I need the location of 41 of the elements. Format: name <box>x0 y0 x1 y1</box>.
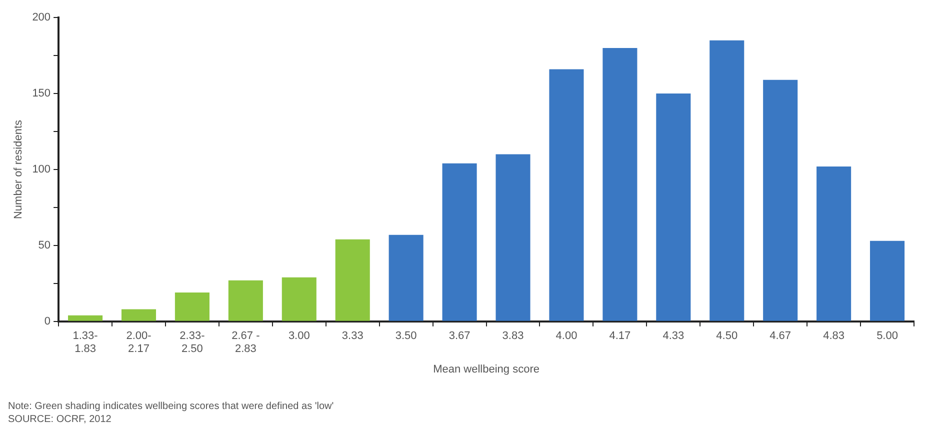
x-tick-label: 4.67 <box>770 330 792 342</box>
x-tick-label: 1.33- 1.83 <box>72 330 98 356</box>
bar <box>442 163 477 321</box>
bar <box>710 40 744 321</box>
bar <box>602 48 638 321</box>
bar <box>228 280 263 321</box>
bar <box>763 80 798 321</box>
bar <box>656 94 691 321</box>
y-tick-label: 150 <box>32 88 51 100</box>
x-tick-label: 5.00 <box>876 330 898 342</box>
x-tick-label: 4.33 <box>662 330 684 342</box>
text: Note: Green shading indicates wellbeing scores that were defined as 'low' <box>8 400 335 413</box>
x-tick-label: 2.67 - 2.83 <box>232 330 260 356</box>
x-tick-label: 4.83 <box>823 330 845 342</box>
x-tick-label: 4.00 <box>556 330 578 342</box>
bar <box>816 166 852 321</box>
y-axis-title: Number of residents <box>12 119 25 220</box>
y-tick-label: 0 <box>44 315 51 328</box>
bar <box>121 309 156 321</box>
x-tick-label: 2.00- 2.17 <box>126 330 152 356</box>
y-tick-label: 200 <box>32 12 51 24</box>
source-note: SOURCE: OCRF, 2012 <box>8 413 112 426</box>
bar <box>335 239 370 321</box>
bar <box>388 234 424 321</box>
x-tick-label: 4.17 <box>609 330 631 342</box>
bar <box>174 292 210 321</box>
x-tick-label: 2.33- 2.50 <box>180 330 206 356</box>
y-tick-label: 100 <box>32 164 51 176</box>
y-tick-label: 50 <box>38 239 51 252</box>
bar <box>496 154 530 321</box>
bar <box>68 315 103 321</box>
x-tick-label: 3.00 <box>288 330 310 342</box>
x-tick-label: 3.50 <box>395 330 417 342</box>
x-tick-label: 4.50 <box>716 330 738 342</box>
x-axis-title: Mean wellbeing score <box>433 363 540 376</box>
x-tick-label: 3.33 <box>342 330 364 342</box>
x-tick-label: 3.67 <box>448 330 470 342</box>
x-tick-label: 3.83 <box>502 330 524 342</box>
bar <box>549 69 584 321</box>
bar <box>282 277 316 321</box>
bar <box>870 240 905 321</box>
